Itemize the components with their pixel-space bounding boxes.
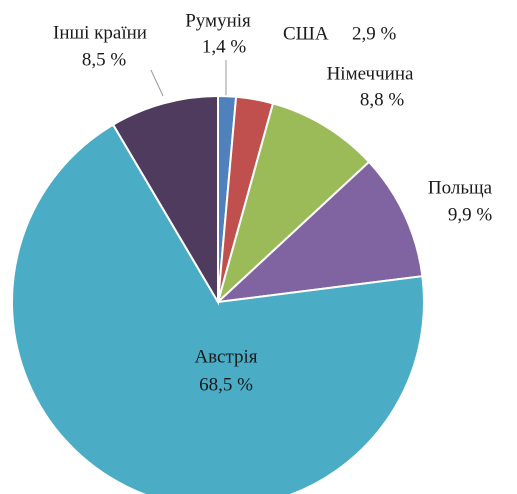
slice-label: Інші країни [53, 22, 147, 43]
value-label: 1,4 % [202, 36, 247, 57]
slice-label: Румунія [185, 10, 251, 31]
value-label: 68,5 % [199, 374, 253, 395]
value-label: 9,9 % [448, 204, 493, 225]
slice-label: Австрія [194, 346, 257, 367]
leader-line [150, 69, 164, 97]
pie-slice [215, 160, 424, 304]
value-label: 8,8 % [360, 89, 405, 110]
pie-slice [111, 94, 219, 306]
pie-slice [216, 102, 371, 306]
slice-label: США [283, 23, 329, 44]
value-label: 2,9 % [352, 23, 397, 44]
slice-label: Німеччина [327, 63, 414, 84]
value-label: 8,5 % [82, 49, 127, 70]
pie-slice [11, 123, 425, 494]
slice-label: Польща [428, 177, 493, 198]
